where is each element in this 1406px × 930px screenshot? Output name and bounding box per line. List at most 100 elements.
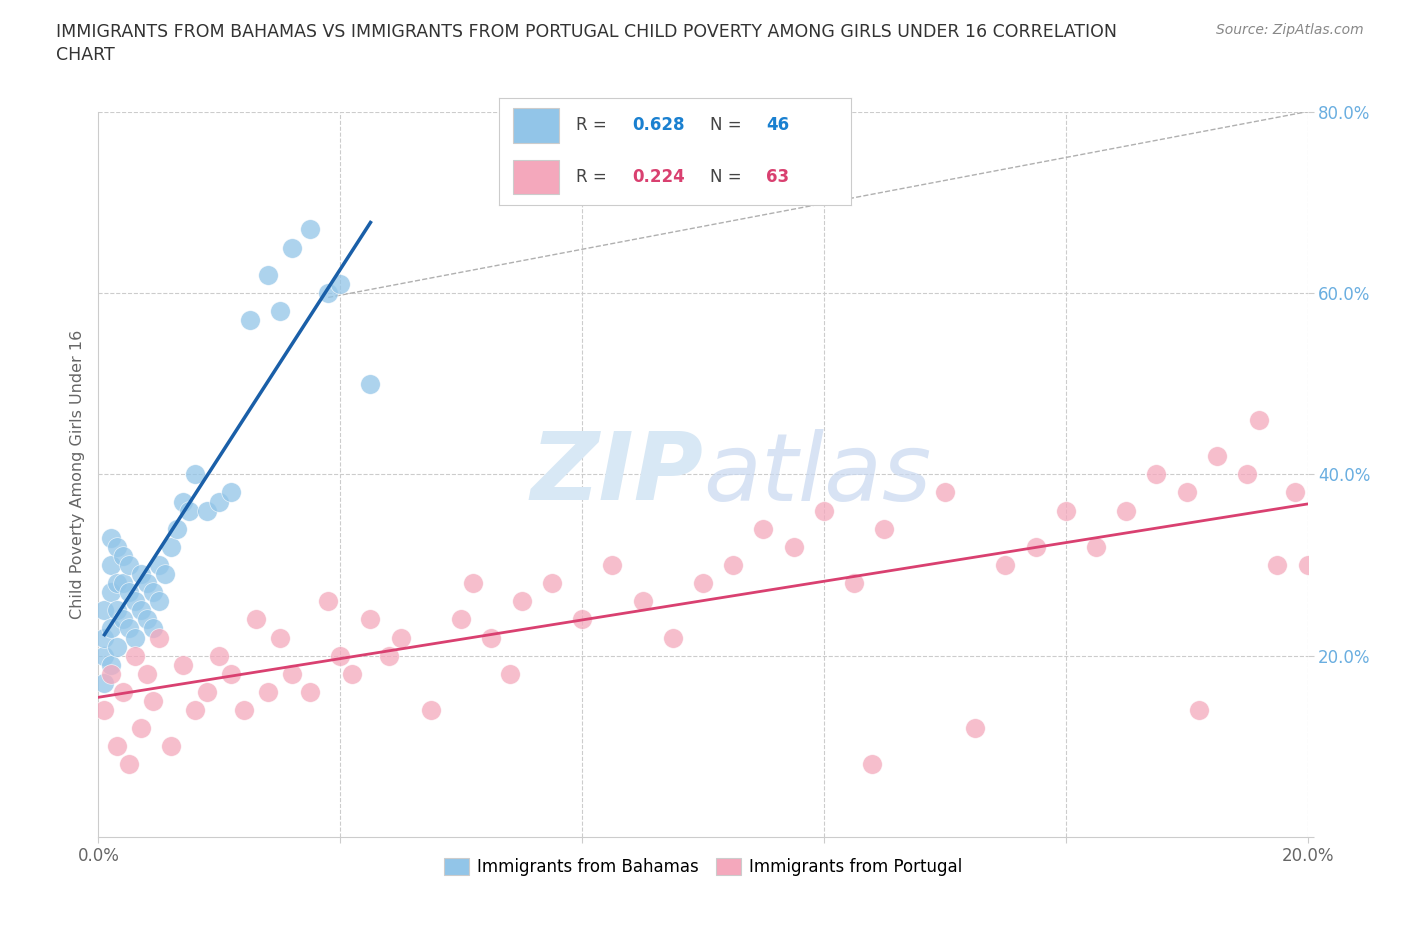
Point — [540, 576, 562, 591]
Point — [281, 240, 304, 255]
Point — [463, 576, 485, 591]
Point — [342, 667, 364, 682]
Point — [1175, 485, 1198, 500]
Text: IMMIGRANTS FROM BAHAMAS VS IMMIGRANTS FROM PORTUGAL CHILD POVERTY AMONG GIRLS UN: IMMIGRANTS FROM BAHAMAS VS IMMIGRANTS FR… — [56, 23, 1118, 41]
Text: atlas: atlas — [703, 429, 931, 520]
Point — [692, 576, 714, 591]
Point — [105, 539, 128, 554]
Bar — [513, 108, 560, 142]
Point — [172, 658, 194, 672]
Point — [389, 631, 412, 645]
Point — [1249, 413, 1271, 428]
Point — [124, 594, 146, 609]
Point — [148, 594, 170, 609]
Point — [360, 612, 382, 627]
Point — [118, 621, 141, 636]
Point — [93, 648, 115, 663]
Point — [377, 648, 399, 663]
Point — [105, 639, 128, 654]
Point — [166, 521, 188, 536]
Point — [256, 268, 278, 283]
Point — [129, 566, 152, 581]
Point — [360, 377, 382, 392]
Text: 63: 63 — [766, 167, 789, 186]
Point — [450, 612, 472, 627]
Point — [142, 694, 165, 709]
Point — [93, 675, 115, 690]
Bar — [513, 160, 560, 194]
Text: R =: R = — [576, 167, 613, 186]
Point — [481, 631, 503, 645]
Point — [844, 576, 866, 591]
Point — [1267, 558, 1289, 573]
Point — [105, 738, 128, 753]
Point — [1188, 703, 1211, 718]
Point — [93, 603, 115, 618]
Point — [111, 549, 134, 564]
Point — [994, 558, 1017, 573]
Point — [934, 485, 956, 500]
Point — [269, 303, 291, 318]
Point — [148, 558, 170, 573]
Point — [1024, 539, 1046, 554]
Point — [329, 276, 352, 291]
Point — [316, 286, 339, 300]
Point — [631, 594, 654, 609]
Point — [111, 576, 134, 591]
Point — [195, 684, 218, 699]
Point — [510, 594, 533, 609]
Point — [813, 503, 835, 518]
Point — [148, 631, 170, 645]
Point — [118, 757, 141, 772]
Point — [153, 566, 176, 581]
Point — [129, 721, 152, 736]
Point — [135, 576, 157, 591]
Y-axis label: Child Poverty Among Girls Under 16: Child Poverty Among Girls Under 16 — [69, 329, 84, 619]
Point — [860, 757, 883, 772]
Point — [245, 612, 267, 627]
Point — [783, 539, 806, 554]
Point — [1296, 558, 1319, 573]
Point — [752, 521, 775, 536]
Point — [221, 667, 243, 682]
Point — [571, 612, 593, 627]
Point — [232, 703, 254, 718]
Point — [1085, 539, 1108, 554]
Point — [208, 648, 231, 663]
Point — [118, 585, 141, 600]
Point — [420, 703, 443, 718]
Point — [281, 667, 304, 682]
Text: R =: R = — [576, 116, 613, 135]
Point — [105, 603, 128, 618]
Point — [873, 521, 896, 536]
Point — [100, 558, 122, 573]
Point — [100, 585, 122, 600]
Point — [1144, 467, 1167, 482]
Point — [100, 621, 122, 636]
Point — [1284, 485, 1306, 500]
Point — [93, 631, 115, 645]
Point — [100, 530, 122, 545]
Point — [160, 539, 183, 554]
Point — [316, 594, 339, 609]
Point — [221, 485, 243, 500]
Text: Source: ZipAtlas.com: Source: ZipAtlas.com — [1216, 23, 1364, 37]
Point — [498, 667, 520, 682]
Text: 46: 46 — [766, 116, 789, 135]
Point — [256, 684, 278, 699]
Point — [184, 467, 207, 482]
Text: 0.224: 0.224 — [633, 167, 686, 186]
Point — [723, 558, 745, 573]
Point — [124, 648, 146, 663]
Point — [602, 558, 624, 573]
Point — [1236, 467, 1258, 482]
Point — [160, 738, 183, 753]
Point — [111, 612, 134, 627]
Point — [179, 503, 201, 518]
Point — [105, 576, 128, 591]
Text: ZIP: ZIP — [530, 429, 703, 520]
Point — [1054, 503, 1077, 518]
Point — [1115, 503, 1137, 518]
Point — [208, 494, 231, 509]
Point — [142, 621, 165, 636]
